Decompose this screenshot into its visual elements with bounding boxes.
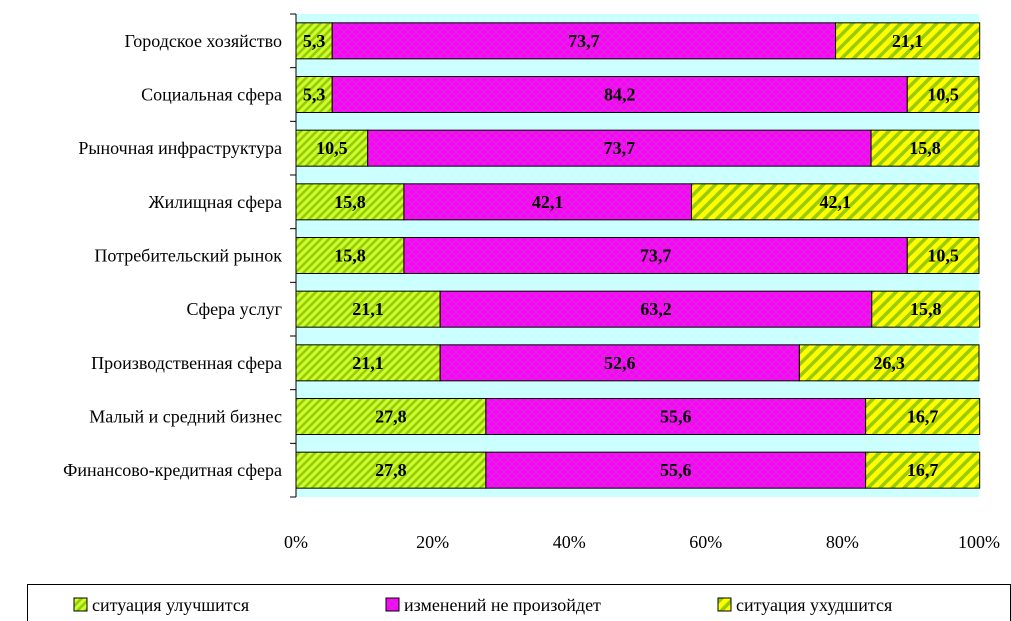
x-tick-label: 100% <box>958 532 1000 552</box>
bar-no-change <box>403 237 908 274</box>
bar-improve <box>295 237 405 274</box>
bar-worsen <box>865 398 981 435</box>
legend-item-no-change: изменений не произойдет <box>385 595 601 615</box>
legend-item-worsen: ситуация ухудшится <box>717 595 892 615</box>
value-label-no-change: 73,7 <box>604 138 636 158</box>
value-label-worsen: 10,5 <box>927 85 959 105</box>
value-label-improve: 21,1 <box>352 299 384 319</box>
category-label: Социальная сфера <box>141 85 282 105</box>
legend-swatch-worsen <box>717 597 732 612</box>
value-label-no-change: 84,2 <box>604 85 636 105</box>
value-label-worsen: 15,8 <box>910 299 942 319</box>
x-tick-label: 40% <box>553 532 586 552</box>
value-label-worsen: 26,3 <box>873 353 905 373</box>
category-label: Производственная сфера <box>91 353 282 373</box>
category-label: Потребительский рынок <box>94 246 282 266</box>
bar-no-change <box>439 344 800 382</box>
value-label-no-change: 52,6 <box>604 353 636 373</box>
x-tick-label: 20% <box>416 532 449 552</box>
category-label: Малый и средний бизнес <box>89 407 282 427</box>
value-label-improve: 5,3 <box>303 85 326 105</box>
value-label-worsen: 16,7 <box>907 460 939 480</box>
category-label: Сфера услуг <box>186 299 282 319</box>
value-label-improve: 15,8 <box>334 192 366 212</box>
x-tick-label: 0% <box>284 532 308 552</box>
bar-no-change <box>403 183 692 221</box>
value-label-no-change: 42,1 <box>532 192 564 212</box>
category-label: Рыночная инфраструктура <box>78 138 282 158</box>
value-label-worsen: 42,1 <box>819 192 851 212</box>
category-label: Жилищная сфера <box>149 192 283 212</box>
x-tick-label: 60% <box>689 532 722 552</box>
bar-worsen <box>906 76 980 113</box>
bar-worsen <box>906 237 980 274</box>
bar-improve <box>295 76 333 113</box>
bar-no-change <box>485 398 867 435</box>
value-label-improve: 5,3 <box>303 31 326 51</box>
bar-improve <box>295 451 487 489</box>
legend-label-improve: ситуация улучшится <box>92 595 249 615</box>
legend: ситуация улучшится изменений не произойд… <box>27 584 1011 621</box>
value-label-no-change: 55,6 <box>660 407 692 427</box>
legend-label-worsen: ситуация ухудшится <box>736 595 892 615</box>
bar-improve <box>295 22 333 60</box>
legend-label-no-change: изменений не произойдет <box>404 595 601 615</box>
bar-worsen <box>690 183 980 221</box>
value-label-improve: 15,8 <box>334 246 366 266</box>
value-label-improve: 27,8 <box>375 460 407 480</box>
bar-improve <box>295 398 487 435</box>
bar-worsen <box>871 290 981 328</box>
x-tick-label: 80% <box>826 532 859 552</box>
legend-item-improve: ситуация улучшится <box>73 595 249 615</box>
value-label-no-change: 63,2 <box>640 299 672 319</box>
value-label-improve: 27,8 <box>375 407 407 427</box>
bar-no-change <box>331 22 837 60</box>
legend-swatch-no-change <box>385 597 400 612</box>
bar-improve <box>295 290 441 328</box>
legend-frame <box>27 584 1011 621</box>
bar-no-change <box>439 290 873 328</box>
value-label-worsen: 21,1 <box>892 31 924 51</box>
value-label-no-change: 73,7 <box>568 31 600 51</box>
value-label-worsen: 10,5 <box>927 246 959 266</box>
value-label-improve: 10,5 <box>316 138 348 158</box>
bar-worsen <box>798 344 980 382</box>
bar-worsen <box>870 129 980 167</box>
value-label-no-change: 73,7 <box>640 246 672 266</box>
value-label-improve: 21,1 <box>352 353 384 373</box>
bar-worsen <box>835 22 981 60</box>
value-label-worsen: 15,8 <box>909 138 941 158</box>
bar-worsen <box>865 451 981 489</box>
legend-swatch-improve <box>73 597 88 612</box>
value-label-no-change: 55,6 <box>660 460 692 480</box>
value-label-worsen: 16,7 <box>907 407 939 427</box>
bar-no-change <box>485 451 867 489</box>
category-label: Городское хозяйство <box>124 31 282 51</box>
bar-no-change <box>331 76 908 113</box>
bar-no-change <box>367 129 872 167</box>
category-label: Финансово-кредитная сфера <box>63 460 282 480</box>
